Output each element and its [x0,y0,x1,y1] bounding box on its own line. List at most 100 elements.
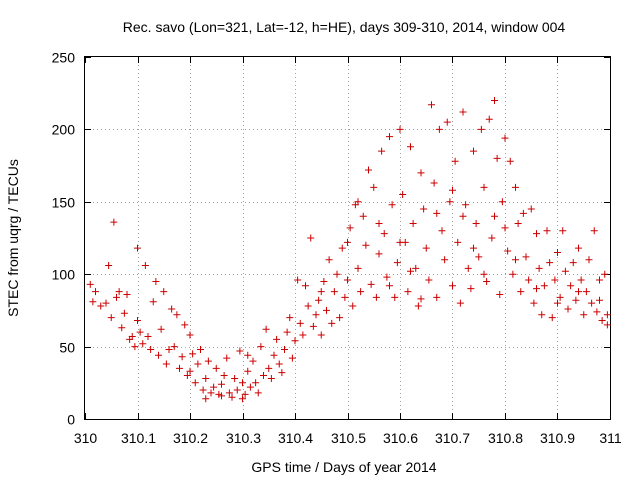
data-point [139,340,147,348]
data-point [533,230,540,238]
data-point [480,183,488,191]
data-point [160,288,168,296]
data-point [538,311,546,319]
data-point [459,212,467,220]
data-point [540,282,548,290]
data-point [113,293,120,301]
data-point [456,299,464,307]
data-point [141,262,149,270]
data-point [102,299,110,307]
data-point [118,324,126,332]
data-point [344,238,351,246]
data-point [155,351,162,359]
data-point [435,125,443,133]
data-point [344,276,351,284]
data-point [294,276,302,284]
data-point [336,314,344,322]
x-tick-label: 310.3 [226,430,261,446]
data-point [354,198,362,206]
x-tick-label: 310.1 [121,430,156,446]
x-tick-label: 310.4 [278,430,313,446]
data-point [535,264,543,272]
data-point [92,288,99,296]
data-point [451,157,459,165]
data-point [157,325,165,333]
data-point [386,282,393,290]
x-tick-label: 310.5 [331,430,366,446]
data-point [307,234,315,242]
data-point [354,264,362,272]
data-point [207,389,215,397]
data-point [430,179,438,187]
data-point [433,293,441,301]
data-point [315,296,323,304]
x-tick-label: 310.8 [488,430,523,446]
data-point [120,309,128,317]
data-point [443,118,451,126]
data-point [97,302,105,310]
data-point [556,293,564,301]
data-point [357,288,365,296]
y-tick-label: 200 [52,122,76,138]
data-point [299,331,307,339]
data-point [168,305,176,313]
data-point [302,282,309,290]
data-point [333,270,341,278]
data-point [223,354,231,362]
data-point [577,276,585,284]
data-point [191,379,199,387]
data-point [241,390,249,398]
x-tick-label: 310.2 [173,430,208,446]
x-tick-label: 310.6 [383,430,418,446]
data-point [575,288,582,296]
data-point [596,276,603,284]
data-point [509,270,517,278]
data-point [517,288,525,296]
data-point [312,311,320,319]
data-point [493,154,501,162]
data-point [123,290,131,298]
data-point [598,317,606,325]
data-point [278,369,286,377]
data-point [262,325,270,333]
y-tick-label: 0 [67,412,75,428]
data-point [218,380,225,388]
data-point [270,351,278,359]
data-point [475,253,483,261]
data-point [147,345,155,353]
data-point [372,293,380,301]
data-point [404,288,412,296]
x-tick-label: 311 [599,430,622,446]
x-tick-label: 310 [74,430,98,446]
data-point [212,364,220,372]
data-point [136,328,144,336]
data-point [533,285,540,293]
data-point [428,101,435,109]
data-point [554,248,561,256]
data-point [561,267,569,275]
data-point [244,351,252,359]
data-point [176,364,183,372]
data-point [449,282,456,290]
data-point [519,209,527,217]
data-point [144,332,152,340]
data-point [105,262,113,270]
data-point [202,395,210,403]
data-point [512,183,519,191]
data-point [370,183,378,191]
data-point [309,322,317,330]
data-point [412,264,420,272]
data-point [593,308,601,316]
data-point [582,288,590,296]
data-point [286,314,294,322]
data-point [409,220,417,228]
data-point [459,108,467,116]
axis-ticks: 310 310.1 310.2 310.3 310.4 310.5 310.6 310.7 31… [52,50,622,447]
data-point [291,337,299,345]
y-tick-label: 50 [59,340,75,356]
data-point [89,298,97,306]
data-point [225,389,233,397]
data-point [220,372,228,380]
data-point [349,302,357,310]
